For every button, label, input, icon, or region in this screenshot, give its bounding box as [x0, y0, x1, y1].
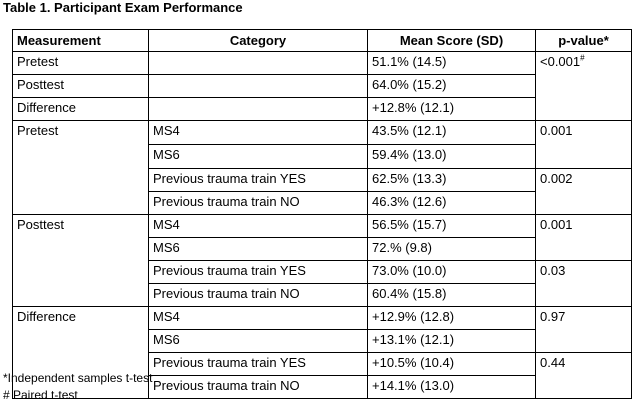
mean-cell: 43.5% (12.1): [367, 120, 536, 145]
footnote-paired-test: # Paired t-test: [3, 388, 78, 402]
p-value-cell: 0.97: [535, 306, 632, 353]
mean-cell: +14.1% (13.0): [367, 375, 536, 399]
measurement-cell: Difference: [12, 306, 149, 399]
paired-mark: #: [580, 53, 585, 63]
category-cell: MS4: [148, 120, 368, 145]
header-row: Measurement Category Mean Score (SD) p-v…: [12, 29, 632, 52]
measurement-cell: Difference: [12, 97, 149, 121]
table-title: Table 1. Participant Exam Performance: [3, 0, 243, 15]
category-cell: [148, 74, 368, 98]
category-cell: [148, 51, 368, 75]
p-value-text: <0.001: [540, 54, 581, 69]
p-value-cell: 0.03: [535, 260, 632, 307]
mean-cell: +10.5% (10.4): [367, 352, 536, 376]
table-row: Difference +12.8% (12.1): [12, 97, 632, 121]
exam-performance-table: Measurement Category Mean Score (SD) p-v…: [12, 29, 632, 399]
category-cell: Previous trauma train YES: [148, 168, 368, 192]
mean-cell: 72.% (9.8): [367, 237, 536, 261]
mean-cell: 46.3% (12.6): [367, 191, 536, 215]
mean-cell: 56.5% (15.7): [367, 214, 536, 238]
category-cell: MS6: [148, 237, 368, 261]
mean-cell: 73.0% (10.0): [367, 260, 536, 284]
mean-cell: 62.5% (13.3): [367, 168, 536, 192]
mean-cell: 64.0% (15.2): [367, 74, 536, 98]
header-p-value: p-value*: [535, 29, 632, 52]
mean-cell: 59.4% (13.0): [367, 144, 536, 169]
p-value-cell: 0.001: [535, 214, 632, 261]
header-mean-score: Mean Score (SD): [367, 29, 536, 52]
mean-cell: +12.9% (12.8): [367, 306, 536, 330]
mean-cell: 60.4% (15.8): [367, 283, 536, 307]
table-row: Previous trauma train NO 46.3% (12.6): [13, 191, 632, 215]
table-row: Pretest 51.1% (14.5) <0.001#: [12, 51, 632, 121]
measurement-cell: Posttest: [12, 74, 149, 98]
category-cell: MS4: [148, 306, 368, 330]
category-cell: Previous trauma train YES: [148, 352, 368, 376]
measurement-cell: Pretest: [12, 120, 149, 215]
category-cell: Previous trauma train NO: [148, 375, 368, 399]
table-row: Previous trauma train YES +10.5% (10.4) …: [13, 352, 632, 399]
table-row: MS6 72.% (9.8): [13, 237, 632, 261]
table-row: Previous trauma train NO +14.1% (13.0): [13, 375, 632, 399]
footnote-independent-test: *Independent samples t-test: [3, 371, 153, 385]
table-row: Previous trauma train YES 62.5% (13.3) 0…: [13, 168, 632, 215]
category-cell: MS6: [148, 329, 368, 353]
p-value-cell: 0.44: [535, 352, 632, 399]
measurement-cell: Posttest: [12, 214, 149, 307]
mean-cell: +13.1% (12.1): [367, 329, 536, 353]
p-value-cell: <0.001#: [535, 51, 632, 121]
mean-cell: +12.8% (12.1): [367, 97, 536, 121]
header-measurement: Measurement: [12, 29, 149, 52]
table-row: Posttest MS4 56.5% (15.7) 0.001: [12, 214, 632, 307]
measurement-cell: Pretest: [12, 51, 149, 75]
p-value-cell: 0.002: [535, 168, 632, 215]
table-row: Previous trauma train NO 60.4% (15.8): [13, 283, 632, 307]
category-cell: Previous trauma train NO: [148, 191, 368, 215]
header-category: Category: [148, 29, 368, 52]
category-cell: [148, 97, 368, 121]
category-cell: Previous trauma train NO: [148, 283, 368, 307]
category-cell: MS6: [148, 144, 368, 169]
table-row: Pretest MS4 43.5% (12.1) 0.001: [12, 120, 632, 215]
p-value-cell: 0.001: [535, 120, 632, 169]
table-row: Difference MS4 +12.9% (12.8) 0.97: [12, 306, 632, 399]
mean-cell: 51.1% (14.5): [367, 51, 536, 75]
footnotes: *Independent samples t-test # Paired t-t…: [3, 370, 152, 404]
category-cell: MS4: [148, 214, 368, 238]
category-cell: Previous trauma train YES: [148, 260, 368, 284]
